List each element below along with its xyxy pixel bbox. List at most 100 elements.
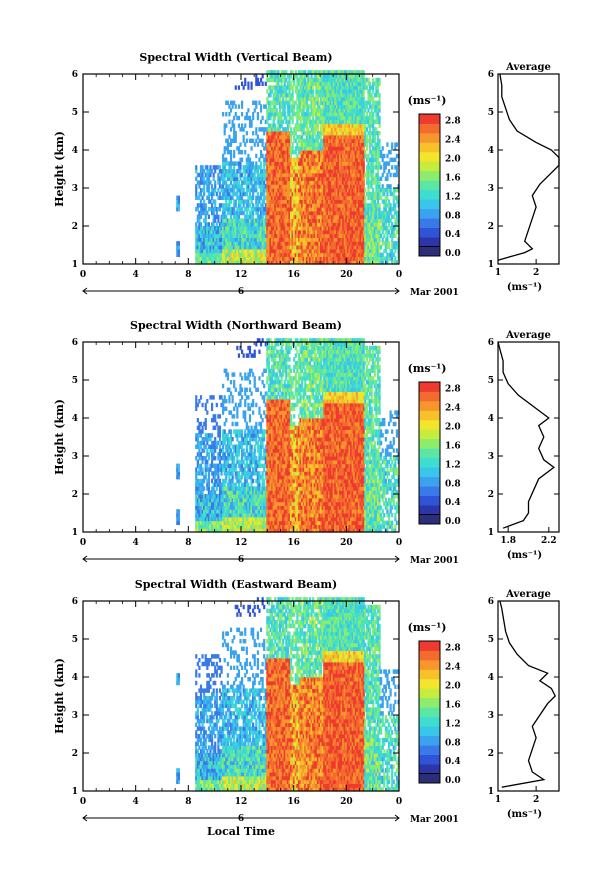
average-line (497, 73, 560, 261)
y-tick-label: 2 (72, 490, 78, 500)
date-day-label: 6 (238, 555, 244, 565)
date-label: Mar 2001 (410, 815, 459, 825)
colorbar-label: 2.0 (445, 154, 461, 164)
chart-title: Spectral Width (Eastward Beam) (135, 578, 337, 591)
colorbar-label: 1.6 (445, 173, 461, 183)
average-y-tick: 6 (488, 338, 494, 348)
x-tick-label: 4 (133, 538, 139, 548)
y-tick-label: 6 (72, 338, 78, 348)
y-tick-label: 4 (72, 673, 78, 683)
y-axis-label: Height (km) (53, 131, 66, 207)
average-title: Average (505, 589, 551, 600)
y-tick-label: 1 (72, 528, 78, 538)
y-tick-label: 2 (72, 222, 78, 232)
x-tick-label: 4 (133, 797, 139, 807)
colorbar-label: 0.4 (445, 757, 461, 767)
average-y-tick: 3 (488, 711, 494, 721)
average-y-tick: 4 (488, 146, 494, 156)
y-tick-label: 1 (72, 787, 78, 797)
colorbar-label: 0.0 (445, 517, 461, 527)
y-tick-label: 5 (72, 635, 78, 645)
average-profile: Average 1 2 3 4 5 6 1 2 (ms⁻¹) (488, 589, 560, 820)
y-tick-label: 3 (72, 184, 78, 194)
x-tick-label: 8 (185, 797, 191, 807)
y-tick-label: 1 (72, 260, 78, 270)
x-tick-label: 0 (80, 538, 86, 548)
colorbar-label: 0.4 (445, 498, 461, 508)
x-tick-label: 12 (235, 538, 248, 548)
colorbar-label: 2.8 (445, 385, 461, 395)
heatmap-cells (176, 70, 400, 265)
colorbar: 0.0 0.4 0.8 1.2 1.6 2.0 2.4 2.8 (418, 113, 461, 259)
x-tick-label: 4 (133, 270, 139, 280)
y-axis-label: Height (km) (53, 658, 66, 734)
average-x-tick: 2.2 (541, 536, 557, 546)
x-tick-label: 0 (80, 797, 86, 807)
chart-title: Spectral Width (Vertical Beam) (139, 51, 332, 64)
colorbar-label: 0.4 (445, 230, 461, 240)
colorbar-label: 1.6 (445, 700, 461, 710)
average-y-tick: 3 (488, 184, 494, 194)
y-tick-label: 3 (72, 452, 78, 462)
colorbar-unit: (ms⁻¹) (408, 362, 447, 375)
y-tick-label: 3 (72, 711, 78, 721)
y-tick-label: 5 (72, 376, 78, 386)
average-y-tick: 6 (488, 597, 494, 607)
average-x-tick: 2 (533, 795, 539, 805)
x-axis-label: Local Time (207, 825, 275, 838)
x-tick-label: 12 (235, 797, 248, 807)
average-y-tick: 4 (488, 414, 494, 424)
colorbar-label: 1.2 (445, 719, 461, 729)
colorbar-label: 2.0 (445, 681, 461, 691)
date-label: Mar 2001 (410, 288, 459, 298)
colorbar: 0.0 0.4 0.8 1.2 1.6 2.0 2.4 2.8 (418, 640, 461, 786)
heatmap-cells (176, 338, 400, 533)
average-y-tick: 6 (488, 70, 494, 80)
average-y-tick: 5 (488, 108, 494, 118)
x-tick-label: 16 (287, 538, 300, 548)
x-tick-label: 0 (396, 797, 402, 807)
average-profile: Average 1 2 3 4 5 6 1.8 2.2 (ms⁻¹) (488, 330, 560, 561)
average-line (499, 600, 556, 788)
average-y-tick: 2 (488, 222, 494, 232)
average-x-label: (ms⁻¹) (507, 282, 542, 293)
average-x-tick: 1.8 (500, 536, 516, 546)
colorbar-unit: (ms⁻¹) (408, 621, 447, 634)
date-day-label: 6 (238, 814, 244, 824)
colorbar: 0.0 0.4 0.8 1.2 1.6 2.0 2.4 2.8 (418, 381, 461, 527)
colorbar-label: 2.8 (445, 117, 461, 127)
x-tick-label: 0 (396, 538, 402, 548)
average-y-tick: 1 (488, 787, 494, 797)
average-y-tick: 3 (488, 452, 494, 462)
colorbar-label: 2.4 (445, 663, 461, 673)
average-x-tick: 1 (495, 268, 501, 278)
average-y-tick: 1 (488, 260, 494, 270)
colorbar-label: 2.8 (445, 644, 461, 654)
colorbar-label: 0.0 (445, 776, 461, 786)
y-tick-label: 5 (72, 108, 78, 118)
colorbar-label: 0.8 (445, 479, 461, 489)
y-axis-label: Height (km) (53, 399, 66, 475)
y-tick-label: 6 (72, 597, 78, 607)
colorbar-label: 0.8 (445, 738, 461, 748)
average-y-tick: 2 (488, 490, 494, 500)
y-tick-label: 4 (72, 146, 78, 156)
average-y-tick: 2 (488, 749, 494, 759)
average-x-tick: 2 (533, 268, 539, 278)
y-tick-label: 2 (72, 749, 78, 759)
date-label: Mar 2001 (410, 556, 459, 566)
colorbar-label: 2.4 (445, 404, 461, 414)
average-x-tick: 1 (495, 795, 501, 805)
colorbar-label: 0.8 (445, 211, 461, 221)
y-tick-label: 6 (72, 70, 78, 80)
colorbar-label: 1.2 (445, 460, 461, 470)
colorbar-unit: (ms⁻¹) (408, 94, 447, 107)
average-y-tick: 5 (488, 635, 494, 645)
colorbar-label: 2.4 (445, 136, 461, 146)
average-title: Average (505, 330, 551, 341)
average-line (497, 341, 555, 529)
